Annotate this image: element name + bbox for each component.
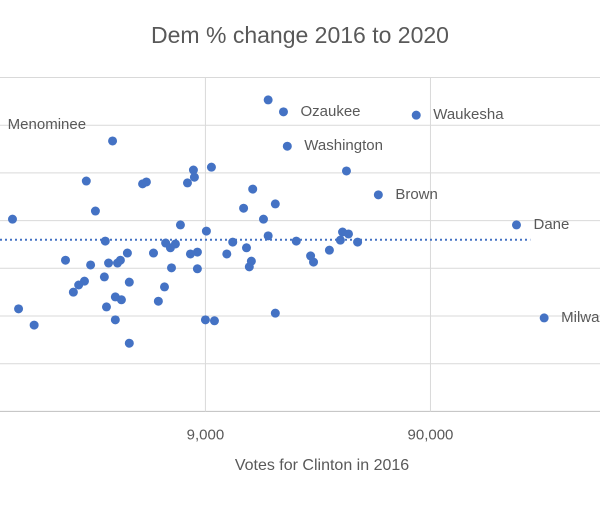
x-tick-label: 9,000 <box>187 426 225 443</box>
x-tick-label: 90,000 <box>408 426 454 443</box>
point <box>353 237 363 247</box>
point <box>74 280 84 290</box>
point <box>188 165 198 175</box>
point <box>244 262 254 272</box>
point <box>201 226 211 236</box>
point <box>206 162 216 172</box>
point <box>159 282 169 292</box>
point <box>222 249 232 259</box>
point <box>138 179 148 189</box>
point <box>209 316 219 326</box>
point <box>309 257 319 267</box>
point <box>104 258 114 268</box>
labeled-point <box>282 141 292 151</box>
point <box>343 229 353 239</box>
point <box>270 308 280 318</box>
point <box>185 249 195 259</box>
point-label: Ozaukee <box>300 103 360 120</box>
point-label: Waukesha <box>433 106 504 123</box>
point-label: Brown <box>395 186 438 203</box>
labeled-point <box>278 107 288 117</box>
point <box>7 214 17 224</box>
point <box>116 295 126 305</box>
point <box>112 258 122 268</box>
point <box>124 277 134 287</box>
point <box>68 287 78 297</box>
point-label: Dane <box>533 216 569 233</box>
point <box>182 178 192 188</box>
point <box>291 236 301 246</box>
labeled-point <box>373 190 383 200</box>
point <box>192 247 202 257</box>
point <box>175 220 185 230</box>
point <box>153 296 163 306</box>
point <box>101 302 111 312</box>
point-label: Milwaukee <box>561 309 600 326</box>
point <box>81 176 91 186</box>
point <box>166 263 176 273</box>
point <box>324 245 334 255</box>
point <box>263 231 273 241</box>
point <box>241 243 251 253</box>
point <box>14 304 24 314</box>
point <box>86 260 96 270</box>
point <box>110 315 120 325</box>
point-label: Washington <box>304 137 383 154</box>
point <box>29 320 39 330</box>
point <box>335 235 345 245</box>
point <box>100 236 110 246</box>
point <box>60 255 70 265</box>
point <box>99 272 109 282</box>
point <box>239 203 249 213</box>
point <box>228 237 238 247</box>
point <box>122 248 132 258</box>
point <box>192 264 202 274</box>
point <box>165 243 175 253</box>
point <box>148 248 158 258</box>
point <box>248 184 258 194</box>
point <box>90 206 100 216</box>
point <box>124 338 134 348</box>
point <box>258 214 268 224</box>
labeled-point <box>411 110 421 120</box>
chart-title: Dem % change 2016 to 2020 <box>151 22 449 48</box>
point <box>108 136 118 146</box>
point <box>270 199 280 209</box>
point <box>263 95 273 105</box>
point <box>189 172 199 182</box>
x-axis-title: Votes for Clinton in 2016 <box>235 457 409 474</box>
labeled-point <box>511 220 521 230</box>
point-label: Menominee <box>8 116 86 133</box>
point <box>200 315 210 325</box>
labeled-point <box>539 313 549 323</box>
point <box>341 166 351 176</box>
